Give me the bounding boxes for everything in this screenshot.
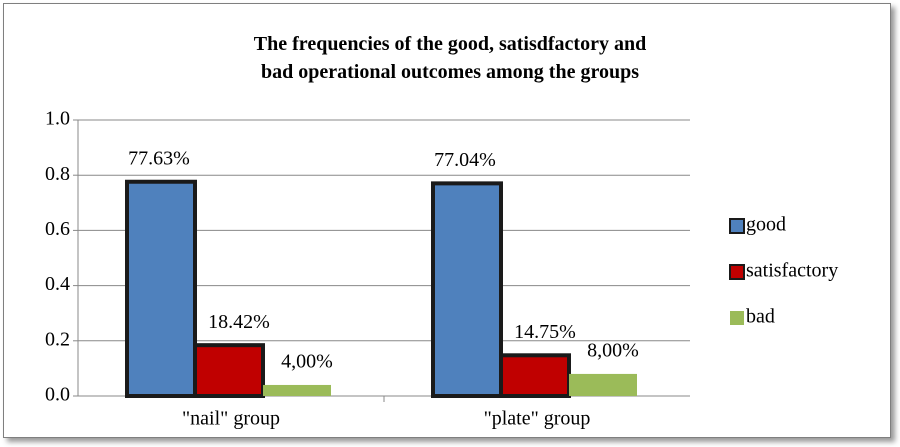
x-tick-label: "plate" group	[484, 408, 591, 430]
y-tick-label: 0.0	[45, 384, 70, 406]
x-tick-label: "nail" group	[182, 408, 280, 430]
legend-swatch	[730, 311, 744, 325]
chart-title: The frequencies of the good, satisdfacto…	[253, 33, 647, 83]
y-tick-label: 1.0	[45, 108, 70, 130]
legend-label: satisfactory	[746, 260, 838, 282]
value-label: 77.04%	[434, 149, 496, 171]
legend-label: good	[746, 214, 786, 236]
y-tick-label: 0.2	[45, 328, 70, 350]
bar	[125, 179, 197, 398]
bar	[193, 343, 265, 398]
bar	[499, 353, 571, 399]
y-tick-label: 0.8	[45, 163, 70, 185]
y-tick-label: 0.4	[45, 273, 70, 295]
value-label: 8,00%	[587, 340, 639, 362]
legend-swatch	[729, 218, 745, 234]
bar	[431, 181, 503, 398]
value-label: 14.75%	[514, 321, 576, 343]
value-label: 77.63%	[128, 147, 190, 169]
value-label: 4,00%	[281, 351, 333, 373]
bar	[263, 384, 331, 396]
legend-label: bad	[746, 306, 775, 328]
bar	[569, 373, 637, 396]
legend-swatch	[729, 264, 745, 280]
y-tick-label: 0.6	[45, 218, 70, 240]
value-label: 18.42%	[208, 311, 270, 333]
